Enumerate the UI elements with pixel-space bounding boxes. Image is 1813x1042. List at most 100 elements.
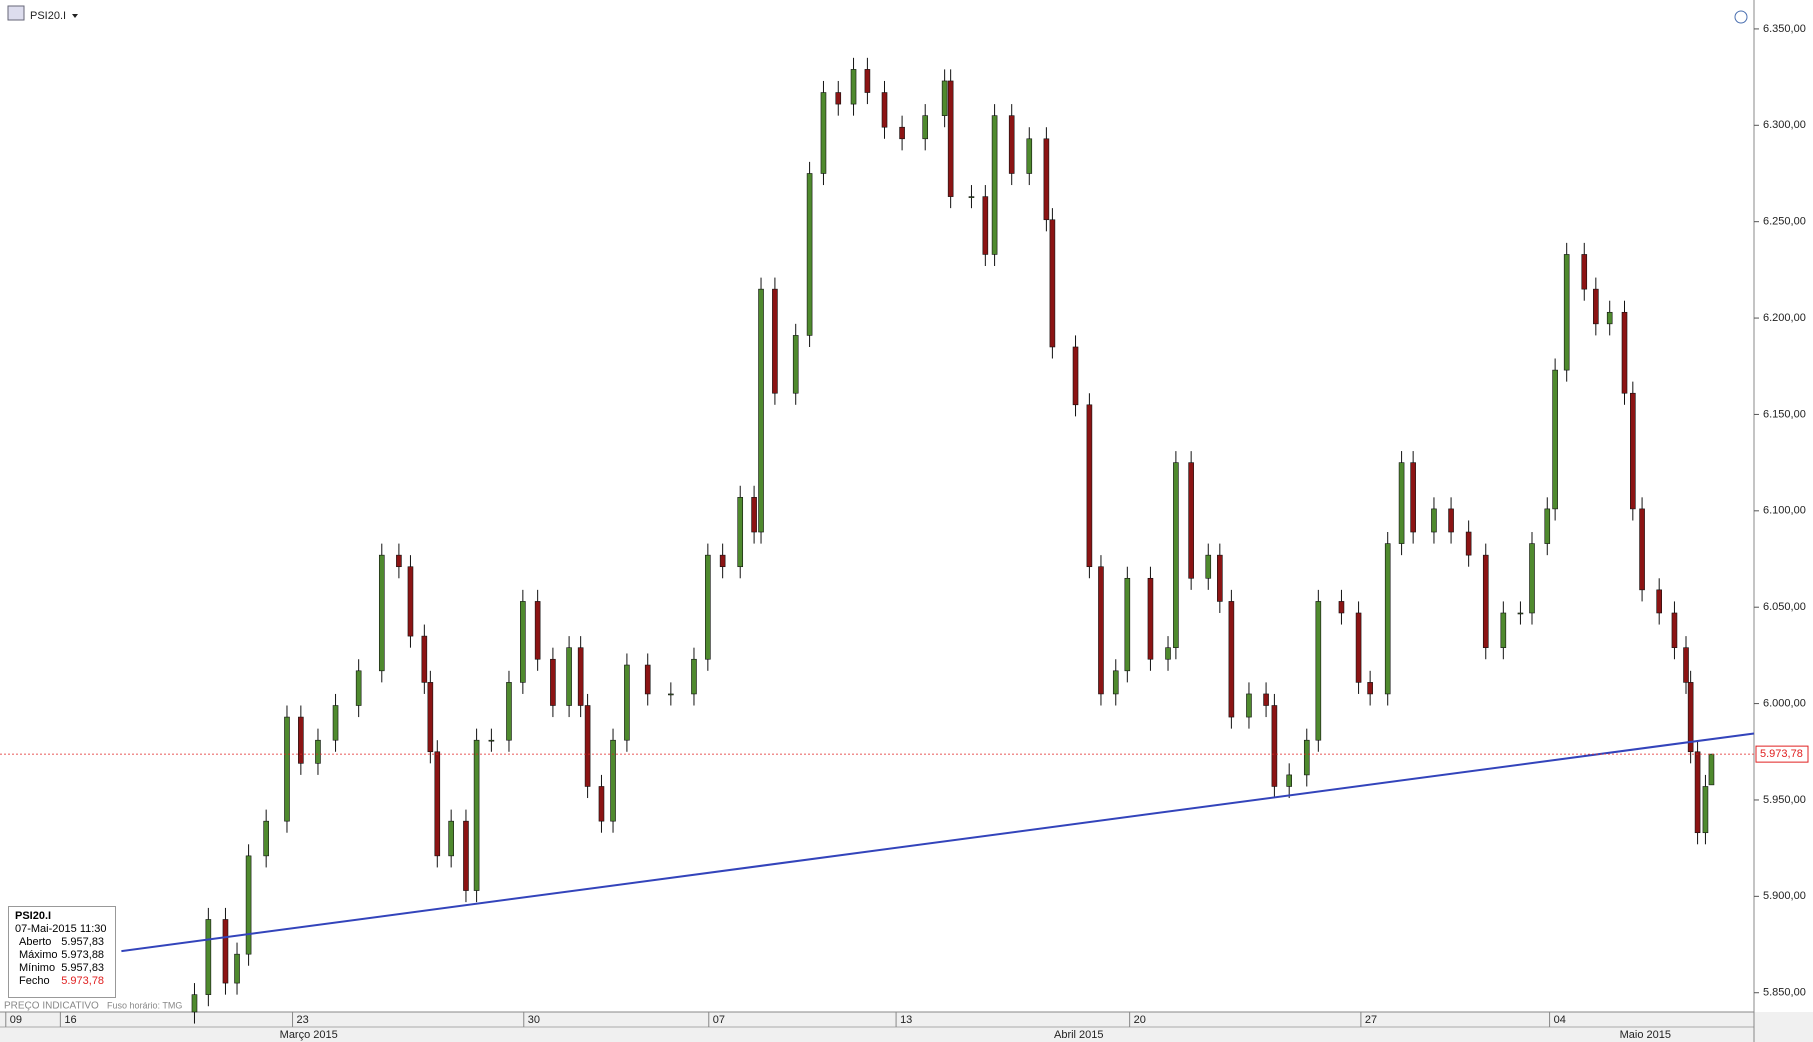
candle-body [378,554,385,672]
candle-body [850,69,857,105]
info-title: PSI20.I [15,910,52,922]
candle-body [463,820,469,891]
candle-body [1072,346,1079,406]
y-tick-label: 5.950,00 [1763,794,1806,806]
info-value: 5.973,88 [61,949,105,961]
candle-body [668,693,674,696]
candle-body [1217,554,1223,602]
candle-body [1228,601,1235,718]
candle-body [427,682,434,753]
candle-body [1606,311,1613,325]
candle-body [1355,612,1362,683]
candle-body [1500,612,1507,648]
x-tick-label: 27 [1365,1014,1377,1026]
symbol-icon[interactable] [7,5,25,21]
candle-body [488,739,495,742]
candle-body [520,601,526,683]
x-tick-label: 23 [297,1014,309,1026]
symbol-dropdown[interactable] [72,14,78,18]
candle-body [1398,462,1405,544]
candle-body [473,739,480,891]
candle-body [624,664,630,741]
candles [191,57,1715,1024]
candle-body [448,820,454,857]
y-tick-label: 6.300,00 [1763,119,1806,131]
footer-timezone: Fuso horário: TMG [107,1000,182,1010]
info-box: PSI20.I 07-Mai-2015 11:30 Aberto 5.957,83… [8,906,116,998]
candle-body [245,855,252,955]
candle-body [947,80,954,197]
info-key: Aberto [19,936,52,948]
x-tick-label: 09 [10,1014,22,1026]
candle-body [534,601,541,660]
candle-body [1188,462,1194,579]
candle-body [407,566,414,637]
candle-body [610,739,616,822]
candle-body [1544,508,1551,544]
y-tick-label: 6.150,00 [1763,408,1806,420]
info-datetime: 07-Mai-2015 11:30 [15,923,107,935]
candle-body [1465,531,1472,556]
candle-body [1448,508,1454,533]
candle-body [737,497,744,568]
candle-body [434,751,441,857]
y-tick-label: 6.050,00 [1763,601,1806,613]
candle-body [1165,647,1171,660]
candle-body [1246,693,1252,718]
candle-body [355,670,362,706]
info-key: Fecho [19,975,50,987]
candle-body [506,682,512,741]
candle-body [191,994,198,1013]
info-value: 5.957,83 [61,936,105,948]
candle-body [1049,219,1056,348]
y-tick-label: 6.200,00 [1763,312,1806,324]
symbol-label[interactable]: PSI20.I [30,10,66,22]
candle-body [577,647,584,706]
info-value: 5.973,78 [61,975,105,987]
candle-body [1086,404,1093,568]
candle-body [1702,786,1709,834]
candle-body [982,196,989,255]
trendline [121,732,1755,953]
x-tick-label: 04 [1554,1014,1566,1026]
candle-body [332,705,339,741]
candle-body [1286,774,1292,787]
info-value: 5.957,83 [61,962,105,974]
info-row: Máximo 5.973,88 [15,949,115,962]
candle-body [1687,682,1694,753]
candle-body [1384,543,1391,695]
candle-body [1147,577,1154,660]
candle-body [421,635,428,683]
candle-body [1338,601,1345,614]
candle-body [205,919,212,995]
candle-body [234,953,240,984]
candle-body [1529,543,1535,614]
info-row: Fecho 5.973,78 [15,975,115,988]
x-tick-label: 13 [900,1014,912,1026]
candle-body [1552,369,1558,510]
candle-body [968,196,975,198]
candle-body [1593,288,1599,325]
candle-body [263,820,269,857]
month-label: Abril 2015 [1054,1029,1104,1041]
candle-body [1482,554,1489,648]
candle-body [644,664,651,695]
x-tick-label: 30 [528,1014,540,1026]
candle-body [566,647,572,706]
x-tick-label: 20 [1134,1014,1146,1026]
x-tick-label: 16 [64,1014,76,1026]
y-tick-label: 5.850,00 [1763,987,1806,999]
candle-body [1173,462,1179,648]
candle-body [1410,462,1416,533]
candle-body [1315,601,1322,741]
y-tick-label: 6.000,00 [1763,697,1806,709]
candle-body [835,92,842,105]
candle-body [1026,138,1033,174]
candle-body [550,658,556,706]
info-row: Aberto 5.957,83 [15,936,115,949]
candle-body [820,92,827,174]
clock-icon[interactable] [1734,10,1748,24]
candle-body [1112,670,1119,695]
